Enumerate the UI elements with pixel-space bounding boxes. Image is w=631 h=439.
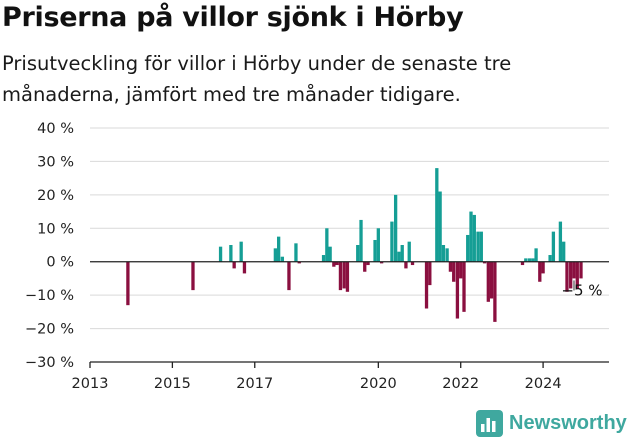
bar [479, 231, 483, 262]
bars [126, 168, 583, 322]
bar [325, 228, 329, 262]
bar [126, 261, 130, 306]
bar [551, 231, 556, 262]
bar [435, 168, 439, 262]
bar [520, 261, 525, 266]
gridlines [90, 127, 609, 330]
y-tick-label: 0 % [46, 255, 74, 271]
brand-name: Newsworthy [509, 411, 627, 434]
bar [363, 261, 367, 272]
x-tick-label: 2024 [525, 376, 562, 392]
bar [404, 261, 408, 269]
bar [562, 241, 566, 262]
bar [548, 255, 552, 262]
bar [531, 258, 535, 262]
bar [459, 261, 463, 279]
y-tick-label: −30 % [25, 355, 74, 371]
bar [366, 261, 370, 266]
bar [379, 261, 384, 264]
bar [448, 261, 453, 272]
bar [239, 241, 243, 262]
bar [397, 251, 401, 262]
tick-labels: 40 % 30 % 20 % 10 % 0 % −10 % −20 % −30 % 2013 20… [25, 121, 562, 392]
bar [229, 245, 233, 262]
y-tick-label: −10 % [25, 288, 74, 304]
x-tick-label: 2017 [236, 376, 273, 392]
bar [428, 261, 432, 286]
bar [277, 236, 281, 262]
bar [294, 243, 298, 262]
y-tick-label: 10 % [37, 221, 74, 237]
bar [575, 261, 579, 289]
bar [489, 261, 494, 299]
bar [359, 219, 363, 262]
x-tick-label: 2020 [360, 376, 397, 392]
bar [410, 261, 415, 266]
bar [390, 221, 394, 262]
bar [297, 261, 301, 264]
bar [486, 261, 490, 302]
bar [335, 261, 339, 266]
bar [280, 256, 285, 262]
y-tick-label: 20 % [37, 188, 74, 204]
x-tick-label: 2015 [154, 376, 191, 392]
axes [89, 261, 609, 368]
bar [321, 255, 326, 262]
bar [445, 248, 449, 262]
chart-subtitle: Prisutveckling för villor i Hörby under … [2, 52, 512, 106]
bar [191, 261, 195, 291]
bar [232, 261, 236, 269]
x-tick-label: 2013 [72, 376, 109, 392]
bar [328, 246, 332, 262]
bar [579, 261, 583, 279]
brand-logo-block: Newsworthy [476, 407, 627, 439]
annotation-label: −5 % [561, 281, 602, 299]
y-tick-label: 40 % [37, 121, 74, 137]
bar [565, 261, 569, 292]
bar [400, 245, 404, 262]
chart-title: Priserna på villor sjönk i Hörby [2, 2, 464, 33]
bar [482, 261, 487, 264]
bar [569, 261, 573, 289]
bar [242, 261, 247, 274]
bar [424, 261, 429, 309]
bar [373, 239, 377, 262]
bar [472, 214, 476, 262]
bar [476, 231, 480, 262]
bar [332, 261, 336, 267]
bar [338, 261, 343, 291]
bar [287, 261, 291, 291]
bar [441, 245, 446, 262]
x-tick-label: 2022 [442, 376, 479, 392]
bar [572, 261, 576, 279]
bar [462, 261, 466, 312]
bar [438, 191, 442, 262]
bar [407, 241, 411, 262]
bar [493, 261, 497, 322]
bar [469, 211, 473, 262]
bar [455, 261, 460, 319]
bar [356, 245, 360, 262]
bar [452, 261, 456, 282]
bar [218, 246, 223, 262]
bar [558, 221, 563, 262]
bar [524, 258, 528, 262]
bar [538, 261, 542, 282]
bar [273, 248, 278, 262]
bar [527, 258, 532, 262]
y-tick-label: 30 % [37, 154, 74, 170]
bar [376, 228, 380, 262]
bar [541, 261, 545, 274]
y-tick-label: −20 % [25, 322, 74, 338]
bar [534, 248, 538, 262]
annotations: −5 % [561, 280, 603, 299]
bar [466, 234, 470, 262]
bar [345, 261, 350, 292]
newsworthy-logo-icon [476, 409, 503, 437]
bar [393, 194, 398, 262]
bar [342, 261, 346, 289]
